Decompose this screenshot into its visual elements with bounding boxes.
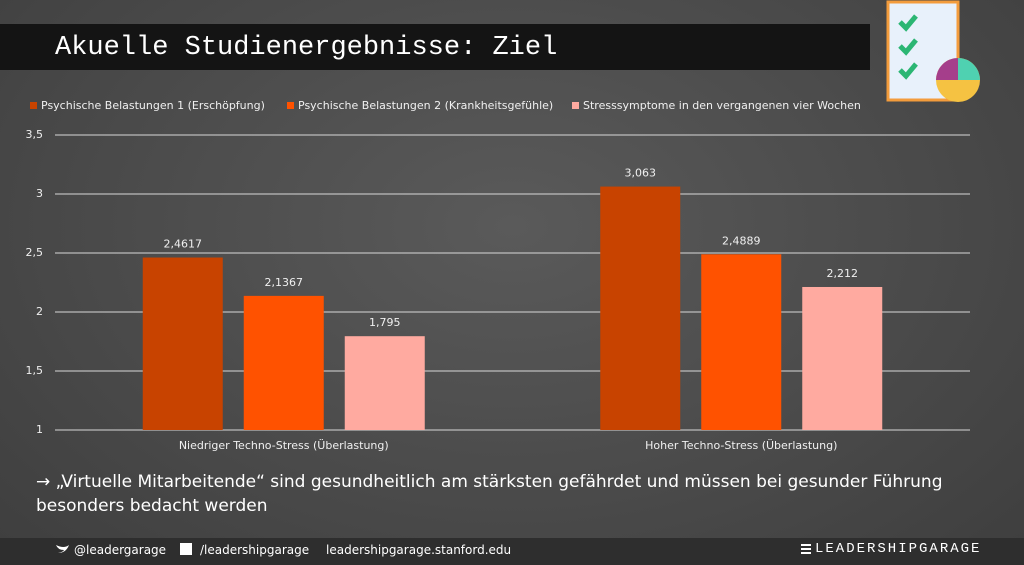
- twitter-icon: [56, 545, 69, 553]
- value-label: 2,4617: [164, 238, 203, 251]
- footer-brand: LEADERSHIPGARAGE: [815, 541, 982, 557]
- legend-label: Psychische Belastungen 2 (Krankheitsgefü…: [298, 99, 553, 112]
- y-tick-label: 1,5: [26, 364, 44, 377]
- icon: [886, 0, 980, 102]
- bar: [600, 186, 681, 430]
- bar: [344, 336, 425, 430]
- footer-facebook: /leadershipgarage: [200, 543, 310, 557]
- y-tick-label: 3,5: [26, 128, 44, 141]
- x-tick-label: Hoher Techno-Stress (Überlastung): [645, 439, 837, 452]
- value-label: 2,4889: [722, 234, 761, 247]
- y-tick-label: 1: [36, 423, 43, 436]
- y-tick-label: 3: [36, 187, 43, 200]
- footer-website: leadershipgarage.stanford.edu: [326, 543, 512, 557]
- value-label: 2,212: [827, 267, 859, 280]
- y-tick-label: 2: [36, 305, 43, 318]
- value-label: 1,795: [369, 316, 401, 329]
- y-tick-label: 2,5: [26, 246, 44, 259]
- slide-title: Akuelle Studienergebnisse: Ziel: [55, 33, 557, 63]
- bar: [142, 257, 223, 430]
- legend-swatch: [30, 102, 37, 109]
- legend-swatch: [287, 102, 294, 109]
- value-label: 2,1367: [265, 276, 304, 289]
- bar: [701, 254, 782, 430]
- brand-icon: [801, 544, 811, 554]
- value-label: 3,063: [625, 167, 657, 180]
- legend-label: Psychische Belastungen 1 (Erschöpfung): [41, 99, 265, 112]
- footer-twitter: @leadergarage: [74, 543, 167, 557]
- title-bar: [0, 24, 870, 70]
- footer-bar: [0, 538, 1024, 565]
- bar: [802, 286, 883, 430]
- legend-swatch: [572, 102, 579, 109]
- bar: [243, 295, 324, 430]
- x-tick-label: Niedriger Techno-Stress (Überlastung): [179, 439, 389, 452]
- legend-label: Stresssymptome in den vergangenen vier W…: [583, 99, 861, 112]
- footnote: → „Virtuelle Mitarbeitende“ sind gesundh…: [36, 472, 943, 516]
- facebook-icon: [180, 543, 192, 555]
